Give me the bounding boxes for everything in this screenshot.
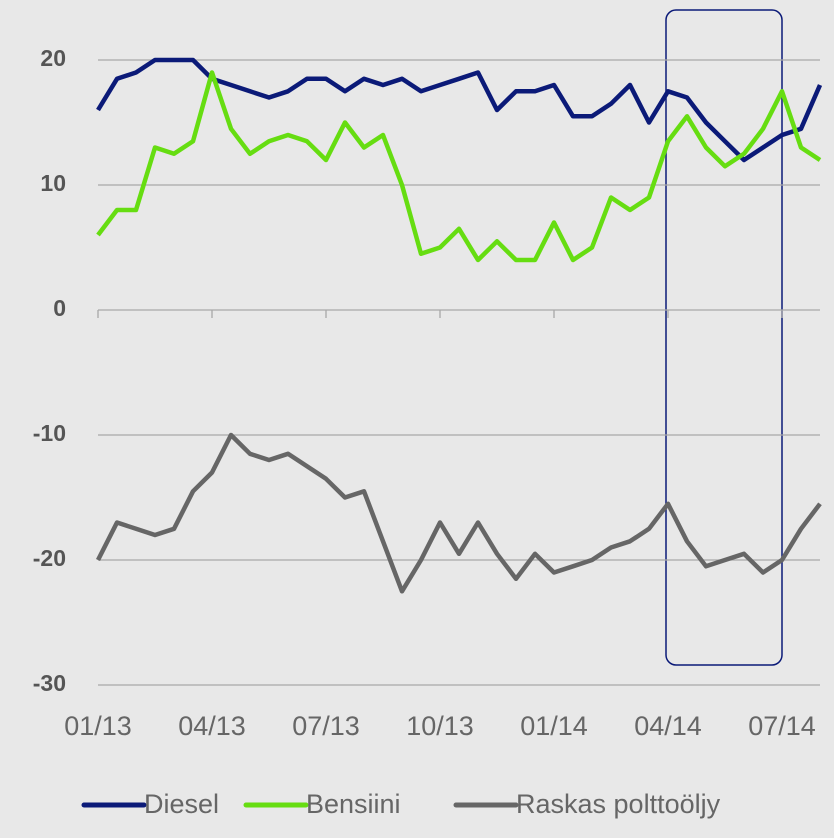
legend-label: Diesel: [144, 789, 219, 819]
series-line: [96, 57, 823, 163]
x-tick-label: 07/13: [292, 711, 360, 741]
y-tick-label: -30: [33, 670, 66, 696]
x-tick-label: 04/14: [634, 711, 702, 741]
x-tick-label: 10/13: [406, 711, 474, 741]
y-tick-label: 20: [40, 45, 66, 71]
highlight-box: [665, 9, 783, 666]
y-tick-label: 0: [53, 295, 66, 321]
legend-label: Bensiini: [306, 789, 401, 819]
y-tick-label: 10: [40, 170, 66, 196]
y-tick-label: -10: [33, 420, 66, 446]
x-tick-label: 01/14: [520, 711, 588, 741]
x-tick-label: 01/13: [64, 711, 132, 741]
series-line: [95, 432, 822, 594]
x-tick-label: 07/14: [748, 711, 816, 741]
series-line: [96, 70, 822, 263]
y-tick-label: -20: [33, 545, 66, 571]
legend-label: Raskas polttoöljy: [516, 789, 721, 819]
x-tick-label: 04/13: [178, 711, 246, 741]
